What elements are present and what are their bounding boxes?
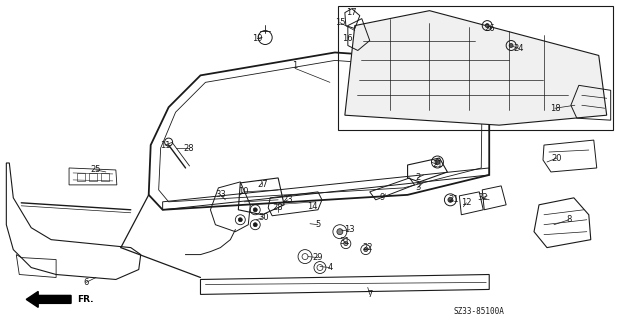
Circle shape (253, 223, 258, 227)
Circle shape (448, 197, 453, 202)
Text: 24: 24 (514, 44, 524, 53)
Text: 3: 3 (415, 183, 420, 192)
Text: 28: 28 (273, 203, 284, 212)
Text: 29: 29 (313, 253, 323, 262)
Text: 30: 30 (258, 213, 269, 222)
Circle shape (253, 208, 258, 212)
Text: 21: 21 (448, 195, 458, 204)
Text: 32: 32 (477, 193, 488, 202)
Text: 5: 5 (315, 220, 320, 229)
Text: 28: 28 (183, 144, 194, 153)
Text: 33: 33 (215, 190, 226, 199)
Text: 23: 23 (283, 195, 294, 204)
Text: 11: 11 (160, 140, 171, 149)
Text: 15: 15 (335, 18, 345, 27)
Text: 26: 26 (484, 24, 494, 33)
Text: 22: 22 (363, 243, 373, 252)
Circle shape (238, 218, 243, 222)
Text: 12: 12 (461, 198, 471, 207)
Text: 14: 14 (307, 202, 317, 211)
Text: 9: 9 (379, 193, 384, 202)
Text: 16: 16 (343, 34, 353, 43)
Text: 19: 19 (252, 34, 262, 43)
Text: 7: 7 (367, 290, 373, 299)
FancyArrow shape (26, 292, 71, 307)
Text: 10: 10 (238, 188, 249, 196)
Text: 21: 21 (432, 160, 443, 170)
Text: 18: 18 (550, 104, 560, 113)
Text: 4: 4 (327, 263, 333, 272)
Text: 20: 20 (552, 154, 562, 163)
Text: 8: 8 (566, 215, 572, 224)
Text: 13: 13 (345, 225, 355, 234)
Circle shape (364, 248, 368, 252)
Circle shape (337, 229, 343, 235)
Text: 27: 27 (257, 180, 267, 189)
Text: 1: 1 (292, 61, 298, 70)
Text: 17: 17 (346, 8, 357, 17)
Circle shape (344, 242, 348, 246)
Text: 2: 2 (415, 173, 420, 182)
Text: 31: 31 (340, 237, 350, 246)
Text: FR.: FR. (77, 295, 93, 304)
Circle shape (485, 24, 490, 28)
Polygon shape (345, 11, 606, 125)
Circle shape (509, 44, 513, 47)
Text: SZ33-85100A: SZ33-85100A (454, 307, 504, 316)
Text: 6: 6 (83, 278, 89, 287)
Text: 25: 25 (91, 165, 101, 174)
Circle shape (435, 159, 440, 164)
